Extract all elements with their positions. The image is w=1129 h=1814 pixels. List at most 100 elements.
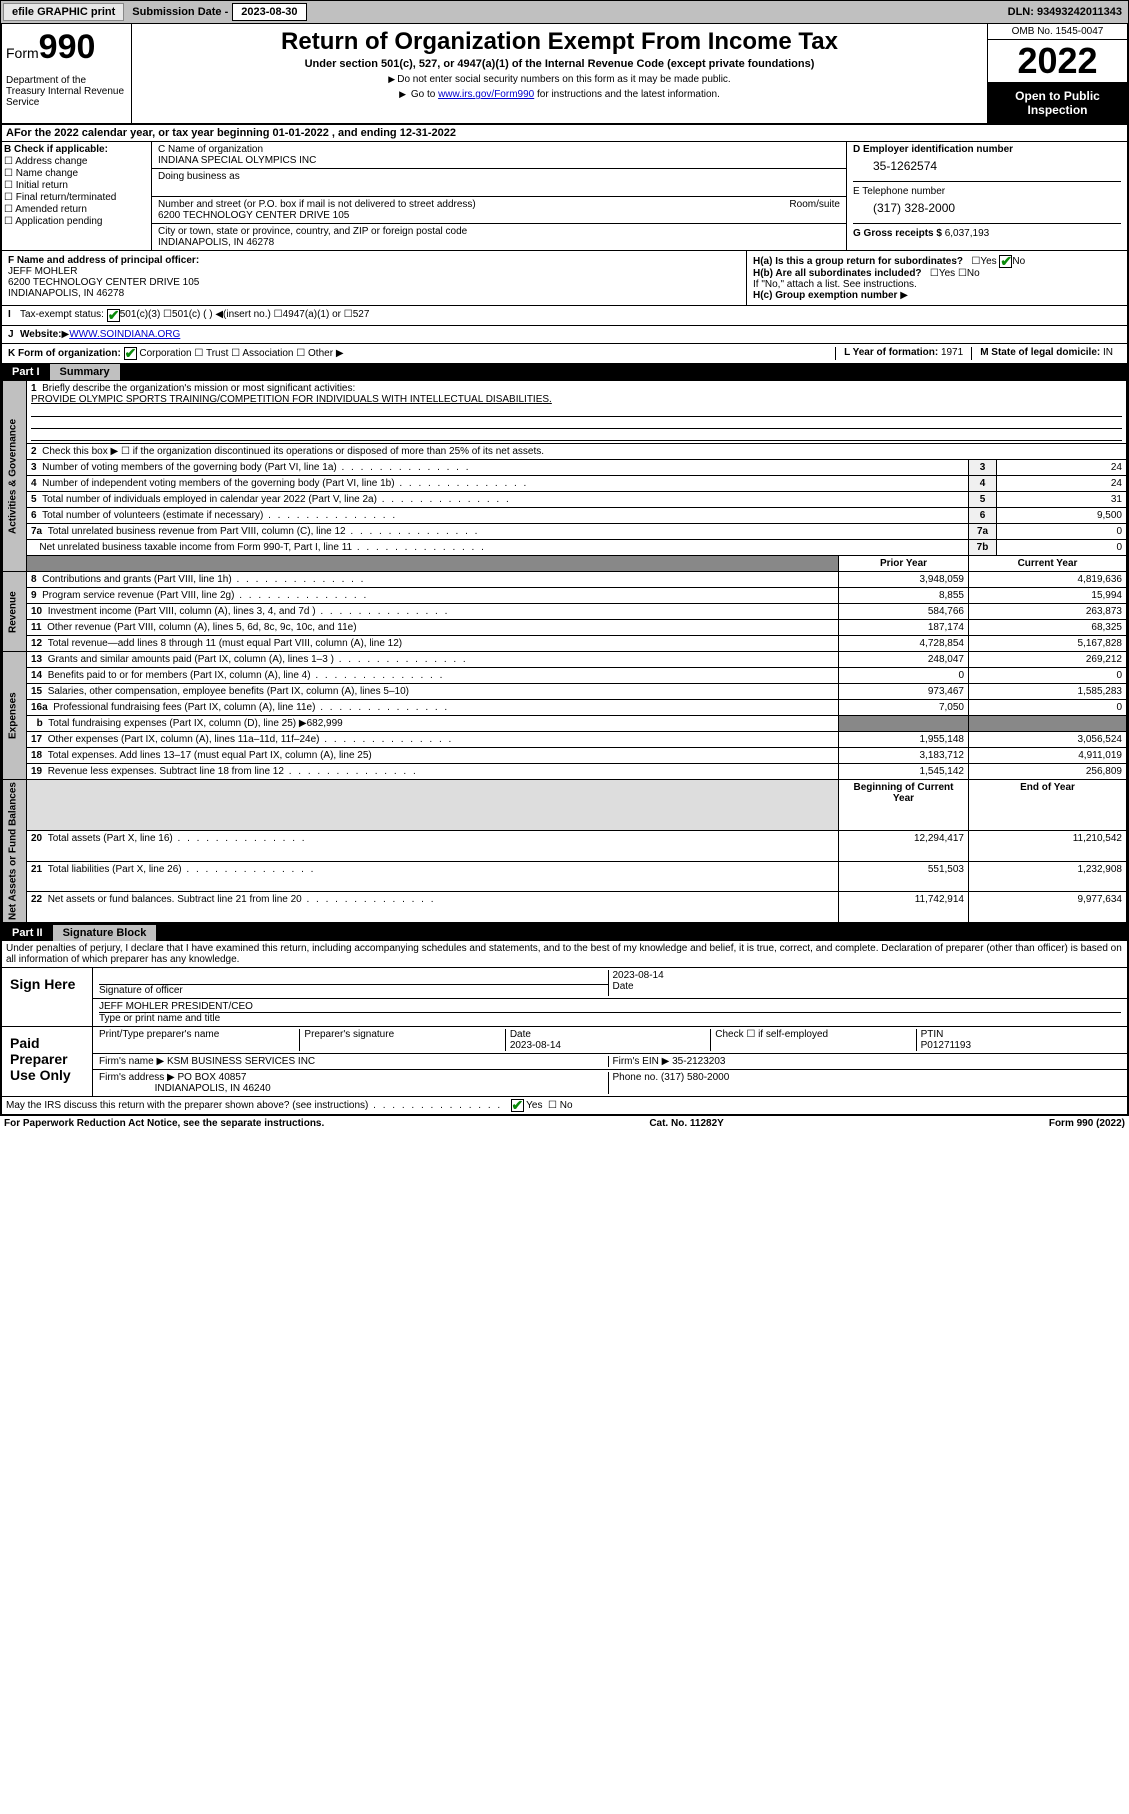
col-B: B Check if applicable: ☐ Address change … xyxy=(2,142,152,250)
Hc-lbl: H(c) Group exemption number xyxy=(753,290,897,301)
J-lbl: Website: xyxy=(20,329,62,340)
gross-receipts: 6,037,193 xyxy=(945,228,990,239)
opt-527: 527 xyxy=(353,309,370,322)
Hb-lbl: H(b) Are all subordinates included? xyxy=(753,268,922,279)
L-lbl: L Year of formation: xyxy=(844,347,938,358)
phone: (317) 328-2000 xyxy=(853,197,1121,223)
row-hdr-rev: Prior YearCurrent Year xyxy=(3,556,1127,572)
summary-table: Activities & Governance 1 Briefly descri… xyxy=(2,380,1127,923)
chk-addr[interactable]: ☐ Address change xyxy=(4,156,149,167)
irs-link[interactable]: www.irs.gov/Form990 xyxy=(438,89,534,100)
name-lbl: Type or print name and title xyxy=(99,1012,1121,1024)
C-name-lbl: C Name of organization xyxy=(158,144,263,155)
vtab-gov: Activities & Governance xyxy=(3,381,27,572)
row-7a: 7a Total unrelated business revenue from… xyxy=(3,524,1127,540)
part1-num: Part I xyxy=(2,364,50,380)
G-lbl: G Gross receipts $ xyxy=(853,228,942,239)
vtab-rev: Revenue xyxy=(3,572,27,652)
K-lbl: K Form of organization: xyxy=(8,348,121,359)
note2-post: for instructions and the latest informat… xyxy=(534,89,720,100)
chk-initial[interactable]: ☐ Initial return xyxy=(4,180,149,191)
note-2: Go to www.irs.gov/Form990 for instructio… xyxy=(136,89,983,100)
row-6: 6 Total number of volunteers (estimate i… xyxy=(3,508,1127,524)
M-lbl: M State of legal domicile: xyxy=(980,347,1100,358)
note-1: Do not enter social security numbers on … xyxy=(136,74,983,85)
officer-name-title: JEFF MOHLER PRESIDENT/CEO xyxy=(99,1001,253,1012)
row-4: 4 Number of independent voting members o… xyxy=(3,476,1127,492)
org-addr: 6200 TECHNOLOGY CENTER DRIVE 105 xyxy=(158,210,349,221)
prep-sig-lbl: Preparer's signature xyxy=(300,1029,505,1051)
section-FH: F Name and address of principal officer:… xyxy=(0,251,1129,306)
signature-block: Under penalties of perjury, I declare th… xyxy=(0,941,1129,1116)
part1-title: Summary xyxy=(50,364,120,380)
E-lbl: E Telephone number xyxy=(853,186,945,197)
check-self: Check ☐ if self-employed xyxy=(711,1029,916,1051)
firm-name-lbl: Firm's name ▶ xyxy=(99,1056,164,1067)
chk-name[interactable]: ☐ Name change xyxy=(4,168,149,179)
firm-name: KSM BUSINESS SERVICES INC xyxy=(167,1056,315,1067)
chk-final[interactable]: ☐ Final return/terminated xyxy=(4,192,149,203)
opt-4947: 4947(a)(1) or xyxy=(283,309,341,322)
officer-addr2: INDIANAPOLIS, IN 46278 xyxy=(8,288,124,299)
firm-ein: 35-2123203 xyxy=(672,1056,725,1067)
mission: PROVIDE OLYMPIC SPORTS TRAINING/COMPETIT… xyxy=(31,394,552,405)
row-5: 5 Total number of individuals employed i… xyxy=(3,492,1127,508)
chk-pending[interactable]: ☐ Application pending xyxy=(4,216,149,227)
part2-num: Part II xyxy=(2,925,53,941)
date-lbl: Date xyxy=(613,981,634,992)
Ha-no[interactable] xyxy=(999,255,1012,268)
firm-addr2: INDIANAPOLIS, IN 46240 xyxy=(155,1083,271,1094)
chk-corp[interactable] xyxy=(124,347,137,360)
chk-501c3[interactable] xyxy=(107,309,120,322)
line-KLM: K Form of organization: Corporation ☐ Tr… xyxy=(0,344,1129,364)
D-lbl: D Employer identification number xyxy=(853,144,1121,155)
website[interactable]: WWW.SOINDIANA.ORG xyxy=(69,329,180,340)
discuss-yes[interactable] xyxy=(511,1099,524,1112)
col-C: C Name of organizationINDIANA SPECIAL OL… xyxy=(152,142,847,250)
sign-here: Sign Here xyxy=(2,968,92,1026)
Ha-lbl: H(a) Is this a group return for subordin… xyxy=(753,256,963,267)
sub-date: 2023-08-30 xyxy=(232,3,306,21)
row-3: 3 Number of voting members of the govern… xyxy=(3,460,1127,476)
footer-left: For Paperwork Reduction Act Notice, see … xyxy=(4,1118,324,1129)
officer-addr1: 6200 TECHNOLOGY CENTER DRIVE 105 xyxy=(8,277,199,288)
form-title: Return of Organization Exempt From Incom… xyxy=(136,28,983,56)
efile-btn[interactable]: efile GRAPHIC print xyxy=(3,3,124,21)
footer-mid: Cat. No. 11282Y xyxy=(649,1118,723,1129)
dept: Department of the Treasury Internal Reve… xyxy=(6,75,127,108)
line-I: I Tax-exempt status: 501(c)(3) ☐ 501(c) … xyxy=(0,306,1129,326)
col-F: F Name and address of principal officer:… xyxy=(2,251,747,305)
firm-addr1: PO BOX 40857 xyxy=(178,1072,247,1083)
tax-year: 2022 xyxy=(988,40,1127,83)
addr-lbl: Number and street (or P.O. box if mail i… xyxy=(158,199,476,210)
opt-other: Other xyxy=(308,348,333,359)
room-lbl: Room/suite xyxy=(789,199,840,210)
org-city: INDIANAPOLIS, IN 46278 xyxy=(158,237,274,248)
I-lbl: Tax-exempt status: xyxy=(20,309,104,322)
opt-trust: Trust xyxy=(206,348,228,359)
prep-name-lbl: Print/Type preparer's name xyxy=(99,1029,300,1051)
form-header: Form990 Department of the Treasury Inter… xyxy=(0,24,1129,125)
Hb-note: If "No," attach a list. See instructions… xyxy=(753,279,1121,290)
ein: 35-1262574 xyxy=(853,155,1121,181)
part2-title: Signature Block xyxy=(53,925,157,941)
firm-phone: (317) 580-2000 xyxy=(661,1072,729,1083)
part1-header: Part I Summary xyxy=(0,364,1129,380)
dba-lbl: Doing business as xyxy=(158,171,240,182)
discuss-row: May the IRS discuss this return with the… xyxy=(2,1097,1127,1114)
row-7b: Net unrelated business taxable income fr… xyxy=(3,540,1127,556)
section-BCD: B Check if applicable: ☐ Address change … xyxy=(0,142,1129,251)
chk-amended[interactable]: ☐ Amended return xyxy=(4,204,149,215)
sig-officer-lbl: Signature of officer xyxy=(99,985,183,996)
paid-preparer: Paid Preparer Use Only xyxy=(2,1027,92,1096)
org-name: INDIANA SPECIAL OLYMPICS INC xyxy=(158,155,316,166)
inspection-badge: Open to Public Inspection xyxy=(988,83,1127,123)
prep-date: 2023-08-14 xyxy=(510,1040,561,1051)
q2: Check this box ▶ ☐ if the organization d… xyxy=(42,446,544,457)
year-formation: 1971 xyxy=(941,347,963,358)
footer-right: Form 990 (2022) xyxy=(1049,1118,1125,1129)
ptin-lbl: PTIN xyxy=(921,1029,944,1040)
B-label: B Check if applicable: xyxy=(4,144,108,155)
city-lbl: City or town, state or province, country… xyxy=(158,226,467,237)
line-J: J Website: ▶ WWW.SOINDIANA.ORG xyxy=(0,326,1129,344)
